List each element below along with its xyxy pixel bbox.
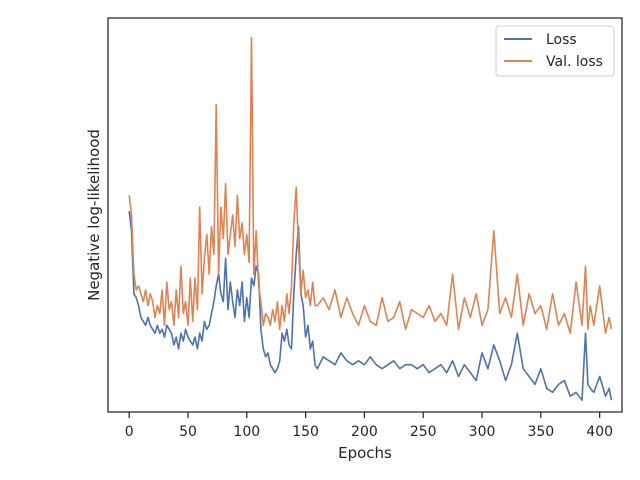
x-tick-label: 250 xyxy=(410,424,437,440)
y-axis-label: Negative log-likelihood xyxy=(85,129,103,301)
plot-background xyxy=(108,18,622,412)
series-layer xyxy=(128,36,613,402)
x-axis-label: Epochs xyxy=(338,444,392,462)
x-tick-label: 150 xyxy=(292,424,319,440)
x-tick-label: 200 xyxy=(351,424,378,440)
series-line-val-loss xyxy=(128,36,613,335)
legend-label: Loss xyxy=(546,32,577,48)
legend-label: Val. loss xyxy=(546,54,603,70)
legend: Loss Val. loss xyxy=(495,25,615,77)
series-line-loss xyxy=(128,211,613,402)
x-tick-label: 100 xyxy=(233,424,260,440)
x-tick-label: 400 xyxy=(586,424,613,440)
x-tick-label: 0 xyxy=(125,424,134,440)
x-tick-label: 350 xyxy=(527,424,554,440)
x-tick-label: 50 xyxy=(179,424,197,440)
x-tick-label: 300 xyxy=(469,424,496,440)
x-axis-ticks: 0 50 100 150 200 250 300 350 400 xyxy=(125,412,613,440)
